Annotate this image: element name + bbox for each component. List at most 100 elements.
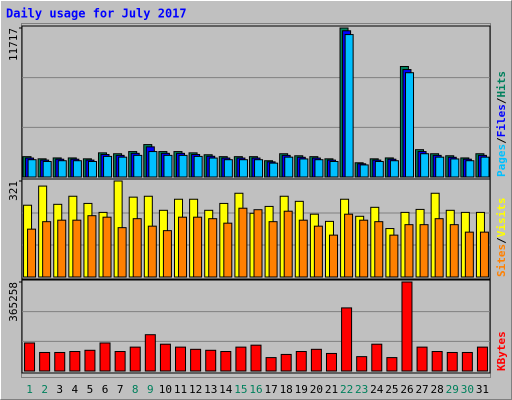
x-tick-label: 5 xyxy=(87,383,94,396)
x-tick-label: 7 xyxy=(117,383,124,396)
legend-separator: / xyxy=(495,137,508,144)
bar xyxy=(404,224,414,278)
bar xyxy=(238,207,248,278)
x-tick-label: 11 xyxy=(174,383,187,396)
bar xyxy=(401,281,413,372)
bar xyxy=(374,160,384,178)
x-tick-label: 22 xyxy=(340,383,353,396)
bar xyxy=(87,160,97,178)
bar xyxy=(435,156,445,178)
bar xyxy=(57,160,67,178)
bar xyxy=(298,219,308,278)
x-tick-label: 25 xyxy=(385,383,398,396)
bar xyxy=(84,349,96,372)
chart-title: Daily usage for July 2017 xyxy=(6,7,187,21)
bar xyxy=(148,151,158,178)
x-tick-label: 30 xyxy=(461,383,474,396)
bar xyxy=(419,224,429,278)
bar xyxy=(118,156,128,178)
x-tick-label: 29 xyxy=(446,383,459,396)
bar xyxy=(295,351,307,372)
bar xyxy=(132,218,142,278)
bar xyxy=(72,219,82,278)
bar xyxy=(99,342,111,372)
bar xyxy=(163,154,173,178)
y-tick-label: 321 xyxy=(7,181,20,201)
x-tick-label: 27 xyxy=(415,383,428,396)
bar xyxy=(193,216,203,278)
bar xyxy=(117,227,127,278)
bar xyxy=(299,158,309,178)
bar xyxy=(193,155,203,178)
bar xyxy=(147,225,157,278)
x-tick-label: 21 xyxy=(325,383,338,396)
bar xyxy=(269,162,279,178)
x-tick-label: 4 xyxy=(72,383,79,396)
bar xyxy=(159,343,171,372)
bar xyxy=(464,231,474,278)
bar xyxy=(57,219,67,278)
x-tick-label: 19 xyxy=(295,383,308,396)
bar xyxy=(329,160,339,178)
bar xyxy=(87,215,97,278)
x-tick-label: 15 xyxy=(234,383,247,396)
bar xyxy=(389,160,399,178)
x-tick-label: 18 xyxy=(280,383,293,396)
legend: Sites/Visits xyxy=(495,198,508,278)
bar xyxy=(434,218,444,278)
bar xyxy=(250,344,262,372)
legend: Pages/Files/Hits xyxy=(495,71,508,177)
x-tick-label: 16 xyxy=(249,383,262,396)
x-tick-label: 20 xyxy=(310,383,323,396)
bar xyxy=(356,356,368,372)
legend-entry: Files xyxy=(495,104,508,137)
bar xyxy=(254,159,264,178)
bar xyxy=(431,351,443,372)
bar xyxy=(480,156,490,178)
bar xyxy=(129,346,141,372)
bar xyxy=(220,351,232,372)
x-tick-label: 14 xyxy=(219,383,233,396)
x-tick-label: 1 xyxy=(26,383,33,396)
bar xyxy=(223,222,233,278)
bar xyxy=(344,213,354,278)
bar xyxy=(253,209,263,278)
bar xyxy=(446,351,458,372)
x-tick-label: 9 xyxy=(147,383,154,396)
bar xyxy=(461,351,473,372)
bar xyxy=(389,234,399,278)
legend-entry: Visits xyxy=(495,198,508,238)
bar xyxy=(268,221,278,278)
bar xyxy=(314,159,324,178)
bar xyxy=(465,160,475,178)
bar xyxy=(450,158,460,178)
bar xyxy=(208,157,218,178)
bar xyxy=(42,160,52,178)
x-tick-label: 2 xyxy=(41,383,48,396)
bar xyxy=(313,225,323,278)
bar xyxy=(223,159,233,178)
bar xyxy=(175,346,187,372)
x-tick-label: 8 xyxy=(132,383,139,396)
bar xyxy=(479,231,489,278)
x-tick-label: 31 xyxy=(476,383,489,396)
legend: KBytes xyxy=(495,331,508,371)
bar xyxy=(133,154,143,178)
bar xyxy=(24,342,36,372)
bar xyxy=(265,357,277,372)
bar xyxy=(39,351,51,372)
bar xyxy=(238,159,248,178)
bar xyxy=(416,346,428,372)
x-tick-label: 28 xyxy=(431,383,444,396)
bar xyxy=(54,351,66,372)
bar xyxy=(449,224,459,278)
bar xyxy=(69,351,81,372)
bar xyxy=(27,228,37,278)
x-tick-label: 17 xyxy=(264,383,277,396)
bar xyxy=(208,218,218,278)
x-tick-label: 26 xyxy=(400,383,413,396)
bar xyxy=(325,352,337,372)
bar xyxy=(235,346,247,372)
